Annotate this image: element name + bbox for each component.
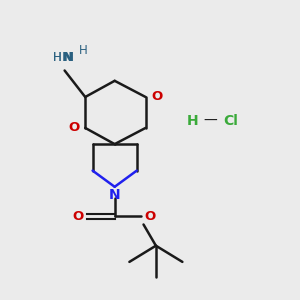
Text: H: H — [53, 51, 62, 64]
Text: —: — — [203, 114, 217, 128]
Text: N: N — [109, 188, 121, 202]
Text: H: H — [187, 114, 199, 128]
Text: O: O — [151, 91, 162, 103]
Text: O: O — [69, 122, 80, 134]
Text: N: N — [62, 51, 73, 64]
Text: Cl: Cl — [224, 114, 238, 128]
Text: N: N — [63, 51, 74, 64]
Text: O: O — [72, 210, 83, 223]
Text: H: H — [79, 44, 88, 57]
Text: H: H — [53, 51, 62, 64]
Text: O: O — [145, 210, 156, 223]
